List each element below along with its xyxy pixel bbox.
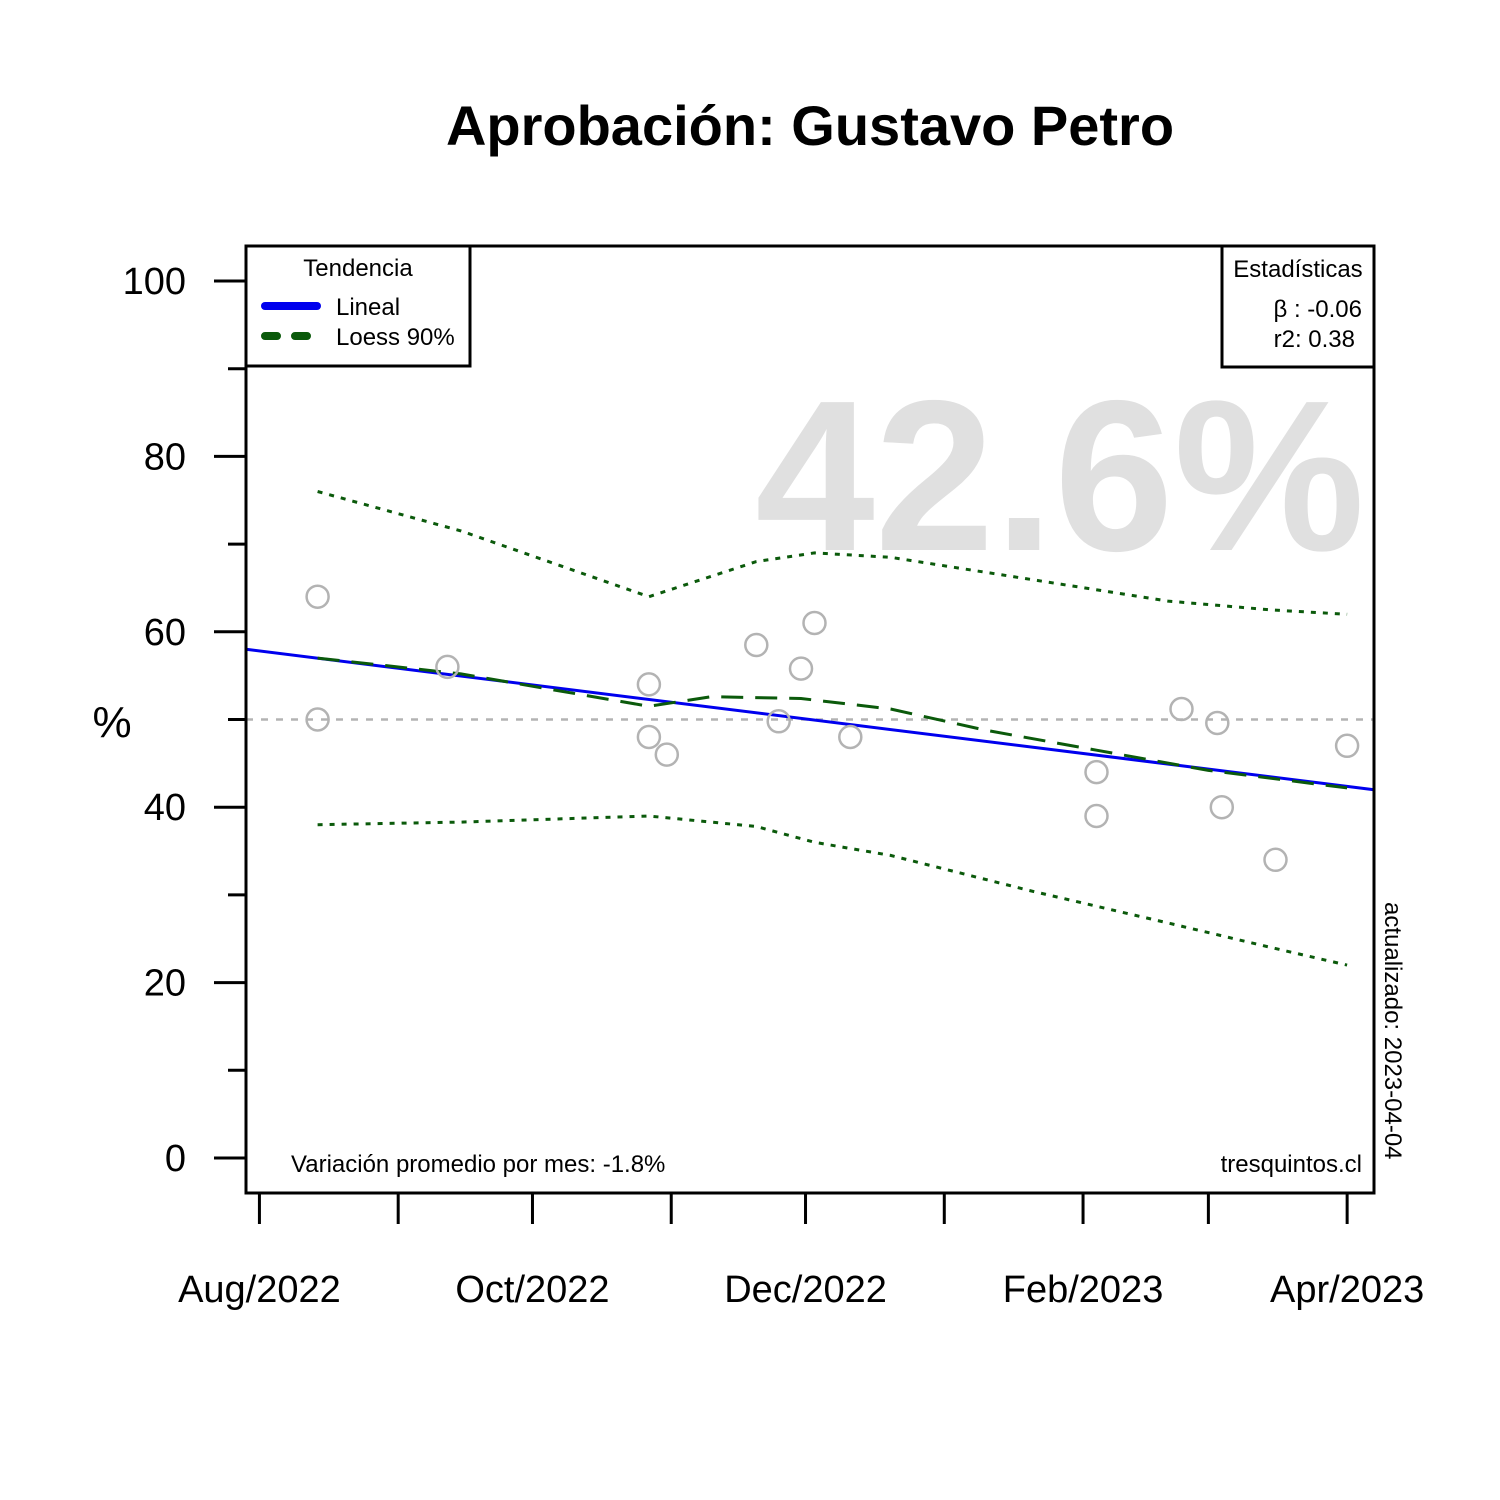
data-point-10 [838,724,863,750]
data-point-12 [1084,803,1109,829]
data-point-16 [1263,847,1288,873]
data-point-17 [1334,733,1360,759]
data-points-layer [305,584,1360,873]
data-point-13 [1169,696,1194,722]
y-tick-label-20: 20 [144,963,186,1005]
highlight-value: 42.6% [755,355,1365,596]
data-point-8 [788,656,814,681]
data-point-3 [636,672,662,697]
data-point-15 [1209,794,1235,820]
y-tick-label-0: 0 [165,1138,186,1180]
stats-r2: r2: 0.38 [1274,326,1355,353]
data-point-7 [766,709,791,734]
x-tick-label-4: Apr/2023 [1270,1269,1424,1311]
stats-title: Estadísticas [1233,256,1362,283]
stats-box-frame [1220,244,1376,369]
stats-box: Estadísticas β : -0.06 r2: 0.38 [1220,244,1376,369]
y-tick-label-40: 40 [144,787,186,829]
y-tick-label-100: 100 [123,261,186,303]
data-point-14 [1205,710,1230,736]
data-point-2 [435,654,460,680]
updated-note: actualizado: 2023-04-04 [1379,902,1406,1160]
data-point-9 [802,610,827,636]
y-tick-label-60: 60 [144,612,186,654]
stats-beta: β : -0.06 [1273,296,1362,323]
footer-source: tresquintos.cl [1221,1151,1362,1178]
chart-title: Aprobación: Gustavo Petro [446,94,1174,157]
confidence-band-layer [317,490,1348,967]
x-tick-label-1: Oct/2022 [455,1269,609,1311]
y-axis-label: % [92,698,131,747]
footer-monthly-variation: Variación promedio por mes: -1.8% [291,1151,665,1178]
x-tick-label-2: Dec/2022 [724,1269,887,1311]
data-point-11 [1084,759,1109,785]
loess-band-lower [317,814,1348,967]
legend-title: Tendencia [303,255,413,282]
series-line-loess [317,656,1348,790]
loess-band-upper [317,490,1348,616]
x-tick-label-0: Aug/2022 [178,1269,341,1311]
data-point-6 [744,632,769,658]
data-point-4 [636,724,662,750]
legend-entry-lineal: Lineal [336,294,400,321]
data-point-0 [305,584,330,609]
legend-entry-loess: Loess 90% [336,324,455,351]
data-point-5 [654,742,680,767]
legend: Tendencia Lineal Loess 90% [244,244,472,368]
x-tick-label-3: Feb/2023 [1003,1269,1164,1311]
series-line-lineal [245,647,1375,792]
axes-layer: 0 20 40 60 80 100 Aug/2022 Oct/2022 Dec/2022 Feb/… [123,261,1425,1311]
trend-series-layer [245,647,1375,792]
y-tick-label-80: 80 [144,436,186,478]
data-point-1 [305,707,330,732]
